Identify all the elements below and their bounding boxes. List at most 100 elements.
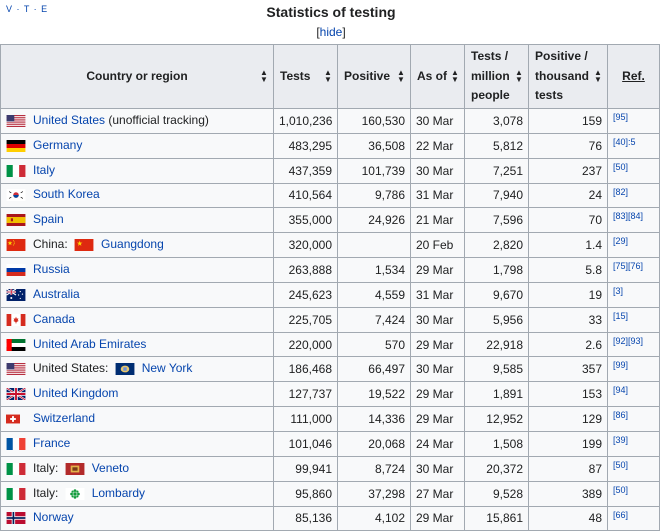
sort-icon[interactable]: ▲ ▼	[260, 67, 268, 84]
ref-link[interactable]: [50]	[607, 480, 660, 507]
ref-link[interactable]: [3]	[607, 281, 660, 308]
country-link[interactable]: Norway	[33, 510, 74, 525]
guangdong-flag-icon	[74, 239, 96, 253]
country-suffix: (unofficial tracking)	[105, 112, 209, 127]
ref-link[interactable]: [50]	[607, 157, 660, 184]
positive-per-thousand-cell: 357	[528, 356, 608, 383]
sort-icon[interactable]: ▲ ▼	[324, 67, 332, 84]
positive-per-thousand-cell: 48	[528, 505, 608, 531]
country-link[interactable]: United Arab Emirates	[33, 336, 147, 351]
ref-link[interactable]: [29]	[607, 232, 660, 259]
tests-per-million-cell: 7,940	[464, 182, 529, 209]
country-link[interactable]: Italy	[33, 162, 56, 177]
tests-per-million-cell: 22,918	[464, 331, 529, 358]
vte-links[interactable]: V · T · E	[6, 4, 49, 14]
hide-link[interactable]: hide	[319, 25, 343, 39]
ref-link[interactable]: [15]	[607, 306, 660, 333]
us-flag-icon	[6, 363, 28, 377]
header-country[interactable]: Country or region ▲ ▼	[0, 44, 274, 109]
positive-per-thousand-cell: 129	[528, 406, 608, 432]
sort-icon[interactable]: ▲ ▼	[515, 67, 523, 84]
header-positive-label: Positive	[344, 68, 391, 83]
table-row: Italy: Veneto 99,941 8,724 30 Mar 20,372 87 [5…	[0, 455, 660, 482]
china-flag-icon	[6, 239, 28, 253]
tests-cell: 320,000	[273, 232, 338, 259]
country-link[interactable]: Lombardy	[91, 485, 146, 500]
ref-link[interactable]: [99]	[607, 356, 660, 383]
header-row: Country or region ▲ ▼ Tests ▲ ▼ Positive ▲ ▼ A…	[0, 44, 660, 109]
tests-cell: 483,295	[273, 132, 338, 159]
country-link[interactable]: Switzerland	[33, 411, 96, 426]
country-cell: Russia	[0, 257, 274, 283]
sort-icon[interactable]: ▲ ▼	[397, 67, 405, 84]
tests-cell: 437,359	[273, 157, 338, 184]
header-tests-per-million-line3: people	[471, 88, 510, 103]
australia-flag-icon	[6, 288, 28, 303]
positive-cell: 101,739	[337, 157, 411, 184]
country-link[interactable]: South Korea	[33, 187, 100, 202]
country-cell: United Arab Emirates	[0, 331, 274, 358]
sort-icon[interactable]: ▲ ▼	[594, 67, 602, 84]
italy-flag-icon	[6, 462, 28, 477]
tests-cell: 225,705	[273, 306, 338, 333]
country-cell: Germany	[0, 132, 274, 159]
country-link[interactable]: Veneto	[91, 460, 130, 475]
header-tests-per-million-line1: Tests /	[471, 49, 509, 64]
positive-cell: 4,559	[337, 281, 411, 308]
as-of-cell: 24 Mar	[410, 430, 465, 457]
header-positive-per-thousand-line3: tests	[535, 88, 564, 103]
veneto-flag-icon	[65, 462, 87, 477]
ref-link[interactable]: [83][84]	[607, 207, 660, 234]
as-of-cell: 30 Mar	[410, 157, 465, 184]
positive-cell: 8,724	[337, 455, 411, 482]
country-cell: Australia	[0, 281, 274, 308]
country-link[interactable]: New York	[141, 361, 193, 376]
tests-per-million-cell: 5,956	[464, 306, 529, 333]
header-tests-per-million[interactable]: Tests / million people ▲ ▼	[464, 44, 529, 109]
country-cell: Italy: Lombardy	[0, 480, 274, 507]
country-link[interactable]: United Kingdom	[33, 386, 119, 401]
country-link[interactable]: Spain	[33, 212, 64, 227]
canada-flag-icon	[6, 313, 28, 328]
country-link[interactable]: France	[33, 435, 71, 450]
ref-link[interactable]: [66]	[607, 505, 660, 531]
country-link[interactable]: Russia	[33, 261, 70, 276]
ref-link[interactable]: [86]	[607, 406, 660, 432]
header-as-of[interactable]: As of ▲ ▼	[410, 44, 465, 109]
table-row: Italy: Lombardy 95,860 37,298 27 Mar 9,528 38…	[0, 480, 660, 507]
country-link[interactable]: Germany	[33, 137, 83, 152]
header-tests[interactable]: Tests ▲ ▼	[273, 44, 338, 109]
positive-cell: 160,530	[337, 108, 411, 134]
header-ref[interactable]: Ref.	[607, 44, 660, 109]
ref-link[interactable]: [92][93]	[607, 331, 660, 358]
country-link[interactable]: Guangdong	[101, 237, 164, 252]
ref-link[interactable]: [75][76]	[607, 257, 660, 283]
ref-link[interactable]: [95]	[607, 108, 660, 134]
country-link[interactable]: Canada	[33, 311, 76, 326]
ref-link[interactable]: [40]:5	[607, 132, 660, 159]
ref-link[interactable]: [50]	[607, 455, 660, 482]
country-link[interactable]: United States	[33, 112, 106, 127]
tests-per-million-cell: 1,891	[464, 381, 529, 408]
ref-link[interactable]: [39]	[607, 430, 660, 457]
positive-cell: 20,068	[337, 430, 411, 457]
table-row: United States: New York 186,468 66,497 30 M…	[0, 356, 660, 383]
tests-per-million-cell: 9,585	[464, 356, 529, 383]
header-positive[interactable]: Positive ▲ ▼	[337, 44, 411, 109]
table-row: China: Guangdong 320,000 20 Feb 2,820 1.4 [29…	[0, 232, 660, 259]
table-row: South Korea 410,564 9,786 31 Mar 7,940 24 [82]	[0, 182, 660, 209]
country-cell: France	[0, 430, 274, 457]
country-link[interactable]: Australia	[33, 286, 80, 301]
header-positive-per-thousand[interactable]: Positive / thousand tests ▲ ▼	[528, 44, 608, 109]
ref-link[interactable]: [82]	[607, 182, 660, 209]
ref-link[interactable]: [94]	[607, 381, 660, 408]
country-cell: China: Guangdong	[0, 232, 274, 259]
sort-icon[interactable]: ▲ ▼	[451, 67, 459, 84]
country-prefix: Italy:	[33, 460, 62, 475]
testing-statistics-table: Country or region ▲ ▼ Tests ▲ ▼ Positive ▲ ▼ A…	[0, 44, 660, 531]
italy-flag-icon	[6, 164, 28, 179]
as-of-cell: 29 Mar	[410, 505, 465, 531]
as-of-cell: 30 Mar	[410, 455, 465, 482]
positive-cell: 36,508	[337, 132, 411, 159]
as-of-cell: 29 Mar	[410, 406, 465, 432]
